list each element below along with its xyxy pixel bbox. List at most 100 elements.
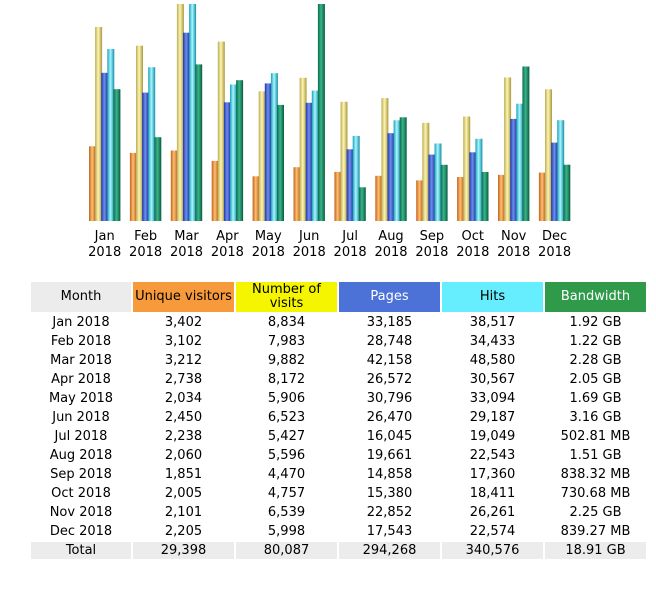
cell-month: Jun 2018 (52, 410, 110, 425)
bar-unique-visitors (538, 172, 546, 221)
cell-hits: 48,580 (469, 353, 516, 368)
total-label: Total (31, 542, 131, 559)
cell-number-of-visits: 6,523 (267, 410, 306, 425)
bar-unique-visitors (211, 160, 219, 221)
cell-unique-visitors: 2,005 (164, 486, 203, 501)
x-tick-year-label: 2018 (293, 245, 326, 260)
bar-number-of-visits (381, 98, 389, 221)
bar-hits (230, 84, 237, 221)
cell-number-of-visits: 5,427 (267, 429, 306, 444)
cell-bandwidth: 502.81 MB (560, 429, 631, 444)
bar-bandwidth (113, 89, 121, 221)
cell-month: Jul 2018 (54, 429, 108, 444)
x-axis-labels: Jan2018Feb2018Mar2018Apr2018May2018Jun20… (88, 229, 571, 260)
cell-bandwidth: 1.69 GB (569, 391, 622, 406)
bar-unique-visitors (129, 152, 137, 221)
bar-pages (142, 92, 150, 221)
monthly-stats-table: Month Unique visitors Number of visits P… (29, 280, 648, 561)
table-row: Jul 2018 2,238 5,427 16,045 19,049 502.81 MB (31, 428, 646, 445)
cell-pages: 14,858 (366, 467, 413, 482)
cell-bandwidth: 2.05 GB (569, 372, 622, 387)
table-row: Dec 2018 2,205 5,998 17,543 22,574 839.27 MB (31, 523, 646, 540)
bar-pages (305, 102, 313, 221)
bar-number-of-visits (463, 116, 471, 221)
cell-hits: 26,261 (469, 505, 516, 520)
bar-hits (475, 138, 483, 221)
cell-bandwidth: 1.51 GB (569, 448, 622, 463)
cell-unique-visitors: 2,205 (164, 524, 203, 539)
cell-bandwidth: 1.92 GB (569, 315, 622, 330)
bar-pages (551, 142, 559, 221)
cell-bandwidth: 839.27 MB (560, 524, 631, 539)
header-number-of-visits: Number of visits (236, 282, 337, 312)
header-hits: Hits (442, 282, 543, 312)
bar-hits (148, 67, 156, 221)
cell-month: Feb 2018 (50, 334, 112, 349)
cell-hits: 19,049 (469, 429, 516, 444)
cell-month: Nov 2018 (49, 505, 113, 520)
bars-layer (89, 4, 571, 222)
cell-unique-visitors: 3,402 (164, 315, 203, 330)
cell-unique-visitors: 2,060 (164, 448, 203, 463)
cell-month: Mar 2018 (50, 353, 112, 368)
table-total-row: Total 29,398 80,087 294,268 340,576 18.9… (31, 542, 646, 559)
cell-hits: 38,517 (469, 315, 516, 330)
cell-hits: 29,187 (469, 410, 516, 425)
bar-bandwidth (154, 137, 162, 221)
bar-bandwidth (522, 66, 530, 221)
bar-unique-visitors (457, 177, 465, 221)
cell-bandwidth: 730.68 MB (560, 486, 631, 501)
cell-bandwidth: 3.16 GB (569, 410, 622, 425)
x-tick-year-label: 2018 (415, 245, 448, 260)
cell-number-of-visits: 5,998 (267, 524, 306, 539)
x-tick-month-label: May (255, 229, 282, 244)
x-tick-year-label: 2018 (88, 245, 121, 260)
bar-bandwidth (481, 172, 489, 221)
cell-unique-visitors: 1,851 (164, 467, 203, 482)
total-hits: 340,576 (442, 542, 543, 559)
cell-unique-visitors: 2,101 (164, 505, 203, 520)
cell-month: Oct 2018 (51, 486, 111, 501)
bar-pages (469, 152, 477, 221)
x-tick-year-label: 2018 (211, 245, 244, 260)
bar-hits (107, 49, 115, 221)
bar-pages (510, 118, 518, 221)
cell-pages: 17,543 (366, 524, 413, 539)
bar-number-of-visits (340, 101, 348, 221)
bar-pages (264, 83, 272, 222)
cell-unique-visitors: 2,238 (164, 429, 203, 444)
cell-hits: 18,411 (469, 486, 516, 501)
bar-hits (434, 143, 442, 221)
cell-number-of-visits: 4,757 (267, 486, 306, 501)
x-tick-month-label: Feb (134, 229, 157, 244)
cell-pages: 15,380 (366, 486, 413, 501)
bar-bandwidth (317, 4, 325, 221)
bar-number-of-visits (95, 27, 103, 221)
cell-bandwidth: 1.22 GB (569, 334, 622, 349)
cell-pages: 16,045 (366, 429, 413, 444)
table-row: Jan 2018 3,402 8,834 33,185 38,517 1.92 GB (31, 314, 646, 331)
x-tick-year-label: 2018 (497, 245, 530, 260)
cell-bandwidth: 838.32 MB (560, 467, 631, 482)
x-tick-year-label: 2018 (334, 245, 367, 260)
bar-pages (387, 133, 395, 221)
total-number-of-visits: 80,087 (236, 542, 337, 559)
cell-hits: 34,433 (469, 334, 516, 349)
x-tick-year-label: 2018 (374, 245, 407, 260)
bar-unique-visitors (293, 167, 301, 221)
table-row: Feb 2018 3,102 7,983 28,748 34,433 1.22 GB (31, 333, 646, 350)
cell-month: Jan 2018 (52, 315, 110, 330)
cell-pages: 28,748 (366, 334, 413, 349)
table-body: Jan 2018 3,402 8,834 33,185 38,517 1.92 GB Feb… (31, 314, 646, 540)
cell-pages: 19,661 (366, 448, 413, 463)
cell-hits: 17,360 (469, 467, 516, 482)
bar-pages (346, 149, 354, 221)
header-month: Month (31, 282, 131, 312)
bar-unique-visitors (89, 146, 96, 221)
cell-number-of-visits: 8,172 (267, 372, 306, 387)
bar-hits (311, 90, 319, 221)
cell-hits: 30,567 (469, 372, 516, 387)
bar-bandwidth (563, 164, 571, 221)
x-tick-year-label: 2018 (170, 245, 203, 260)
bar-number-of-visits (176, 4, 184, 221)
